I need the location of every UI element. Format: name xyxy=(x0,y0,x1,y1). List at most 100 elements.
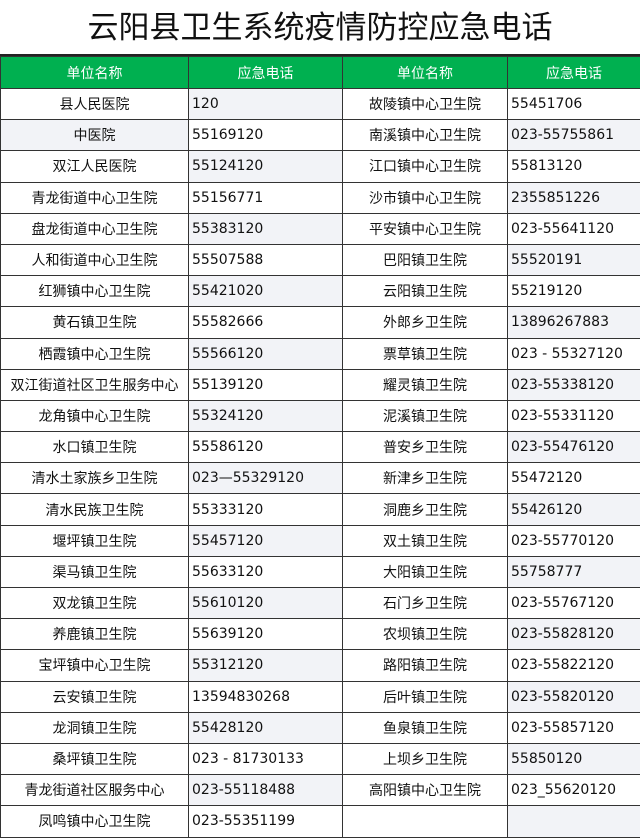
phone-cell[interactable]: 55139120 xyxy=(189,369,343,400)
phone-cell[interactable]: 55758777 xyxy=(508,556,640,587)
phone-cell[interactable]: 55639120 xyxy=(189,619,343,650)
phone-cell[interactable]: 55451706 xyxy=(508,89,640,120)
unit-name-cell[interactable]: 普安乡卫生院 xyxy=(343,432,508,463)
unit-name-cell[interactable]: 云阳镇卫生院 xyxy=(343,276,508,307)
phone-cell[interactable]: 023-55118488 xyxy=(189,775,343,806)
unit-name-cell[interactable]: 凤鸣镇中心卫生院 xyxy=(1,806,189,837)
unit-name-cell[interactable]: 桑坪镇卫生院 xyxy=(1,743,189,774)
phone-cell[interactable]: 023-55476120 xyxy=(508,432,640,463)
unit-name-cell[interactable]: 双土镇卫生院 xyxy=(343,525,508,556)
phone-cell[interactable]: 023-55857120 xyxy=(508,712,640,743)
phone-cell[interactable]: 55169120 xyxy=(189,120,343,151)
phone-cell[interactable]: 55312120 xyxy=(189,650,343,681)
unit-name-cell[interactable]: 大阳镇卫生院 xyxy=(343,556,508,587)
phone-cell[interactable]: 120 xyxy=(189,89,343,120)
phone-cell[interactable]: 55324120 xyxy=(189,400,343,431)
unit-name-cell[interactable]: 外郎乡卫生院 xyxy=(343,307,508,338)
unit-name-cell[interactable]: 双江人民医院 xyxy=(1,151,189,182)
unit-name-cell[interactable]: 江口镇中心卫生院 xyxy=(343,151,508,182)
unit-name-cell[interactable]: 南溪镇中心卫生院 xyxy=(343,120,508,151)
unit-name-cell[interactable]: 巴阳镇卫生院 xyxy=(343,244,508,275)
phone-cell[interactable]: 023-55331120 xyxy=(508,400,640,431)
phone-cell[interactable]: 55586120 xyxy=(189,432,343,463)
unit-name-cell[interactable]: 水口镇卫生院 xyxy=(1,432,189,463)
phone-cell[interactable]: 55421020 xyxy=(189,276,343,307)
phone-cell[interactable]: 023-55641120 xyxy=(508,213,640,244)
unit-name-cell[interactable]: 盘龙街道中心卫生院 xyxy=(1,213,189,244)
unit-name-cell[interactable]: 龙洞镇卫生院 xyxy=(1,712,189,743)
phone-cell[interactable]: 55520191 xyxy=(508,244,640,275)
unit-name-cell[interactable]: 黄石镇卫生院 xyxy=(1,307,189,338)
phone-cell[interactable]: 55219120 xyxy=(508,276,640,307)
unit-name-cell[interactable]: 耀灵镇卫生院 xyxy=(343,369,508,400)
phone-cell[interactable]: 55426120 xyxy=(508,494,640,525)
unit-name-cell[interactable]: 上坝乡卫生院 xyxy=(343,743,508,774)
unit-name-cell[interactable]: 故陵镇中心卫生院 xyxy=(343,89,508,120)
unit-name-cell[interactable]: 清水民族卫生院 xyxy=(1,494,189,525)
unit-name-cell[interactable]: 沙市镇中心卫生院 xyxy=(343,182,508,213)
unit-name-cell[interactable]: 石门乡卫生院 xyxy=(343,588,508,619)
phone-cell[interactable]: 023 - 81730133 xyxy=(189,743,343,774)
phone-cell[interactable]: 023 - 55327120 xyxy=(508,338,640,369)
unit-name-cell[interactable]: 鱼泉镇卫生院 xyxy=(343,712,508,743)
phone-cell[interactable]: 55507588 xyxy=(189,244,343,275)
unit-name-cell[interactable]: 栖霞镇中心卫生院 xyxy=(1,338,189,369)
phone-cell[interactable]: 023_55620120 xyxy=(508,775,640,806)
unit-name-cell[interactable] xyxy=(343,806,508,837)
phone-cell[interactable]: 55457120 xyxy=(189,525,343,556)
phone-cell[interactable]: 023-55767120 xyxy=(508,588,640,619)
phone-cell[interactable] xyxy=(508,806,640,837)
unit-name-cell[interactable]: 云安镇卫生院 xyxy=(1,681,189,712)
phone-cell[interactable]: 023-55820120 xyxy=(508,681,640,712)
phone-cell[interactable]: 55156771 xyxy=(189,182,343,213)
phone-cell[interactable]: 55633120 xyxy=(189,556,343,587)
phone-cell[interactable]: 55566120 xyxy=(189,338,343,369)
phone-cell[interactable]: 023-55338120 xyxy=(508,369,640,400)
phone-cell[interactable]: 023—55329120 xyxy=(189,463,343,494)
unit-name-cell[interactable]: 后叶镇卫生院 xyxy=(343,681,508,712)
phone-cell[interactable]: 13594830268 xyxy=(189,681,343,712)
phone-cell[interactable]: 023-55351199 xyxy=(189,806,343,837)
phone-cell[interactable]: 2355851226 xyxy=(508,182,640,213)
unit-name-cell[interactable]: 洞鹿乡卫生院 xyxy=(343,494,508,525)
unit-name-cell[interactable]: 县人民医院 xyxy=(1,89,189,120)
unit-name-cell[interactable]: 渠马镇卫生院 xyxy=(1,556,189,587)
phone-cell[interactable]: 55124120 xyxy=(189,151,343,182)
unit-name-cell[interactable]: 农坝镇卫生院 xyxy=(343,619,508,650)
unit-name-cell[interactable]: 新津乡卫生院 xyxy=(343,463,508,494)
unit-name-cell[interactable]: 青龙街道中心卫生院 xyxy=(1,182,189,213)
unit-name-cell[interactable]: 双龙镇卫生院 xyxy=(1,588,189,619)
unit-name-cell[interactable]: 泥溪镇卫生院 xyxy=(343,400,508,431)
phone-cell[interactable]: 023-55828120 xyxy=(508,619,640,650)
phone-cell[interactable]: 55813120 xyxy=(508,151,640,182)
unit-name-cell[interactable]: 清水土家族乡卫生院 xyxy=(1,463,189,494)
phone-cell[interactable]: 55582666 xyxy=(189,307,343,338)
phone-cell[interactable]: 55333120 xyxy=(189,494,343,525)
unit-name-cell[interactable]: 养鹿镇卫生院 xyxy=(1,619,189,650)
phone-cell[interactable]: 55610120 xyxy=(189,588,343,619)
unit-name-cell[interactable]: 平安镇中心卫生院 xyxy=(343,213,508,244)
unit-name-cell[interactable]: 青龙街道社区服务中心 xyxy=(1,775,189,806)
phone-cell[interactable]: 55472120 xyxy=(508,463,640,494)
unit-name-cell[interactable]: 红狮镇中心卫生院 xyxy=(1,276,189,307)
unit-name-cell[interactable]: 票草镇卫生院 xyxy=(343,338,508,369)
unit-name-cell[interactable]: 堰坪镇卫生院 xyxy=(1,525,189,556)
unit-name-cell[interactable]: 宝坪镇中心卫生院 xyxy=(1,650,189,681)
phone-cell[interactable]: 55850120 xyxy=(508,743,640,774)
phone-cell[interactable]: 13896267883 xyxy=(508,307,640,338)
phone-cell[interactable]: 55428120 xyxy=(189,712,343,743)
unit-name-cell[interactable]: 路阳镇卫生院 xyxy=(343,650,508,681)
unit-name-cell[interactable]: 龙角镇中心卫生院 xyxy=(1,400,189,431)
phone-cell[interactable]: 023-55822120 xyxy=(508,650,640,681)
phone-cell[interactable]: 023-55770120 xyxy=(508,525,640,556)
unit-name-cell[interactable]: 双江街道社区卫生服务中心 xyxy=(1,369,189,400)
phone-cell[interactable]: 023-55755861 xyxy=(508,120,640,151)
phone-cell[interactable]: 55383120 xyxy=(189,213,343,244)
unit-name-cell[interactable]: 高阳镇中心卫生院 xyxy=(343,775,508,806)
header-unit-name: 单位名称 xyxy=(1,57,189,89)
unit-name-cell[interactable]: 人和街道中心卫生院 xyxy=(1,244,189,275)
unit-name-cell[interactable]: 中医院 xyxy=(1,120,189,151)
